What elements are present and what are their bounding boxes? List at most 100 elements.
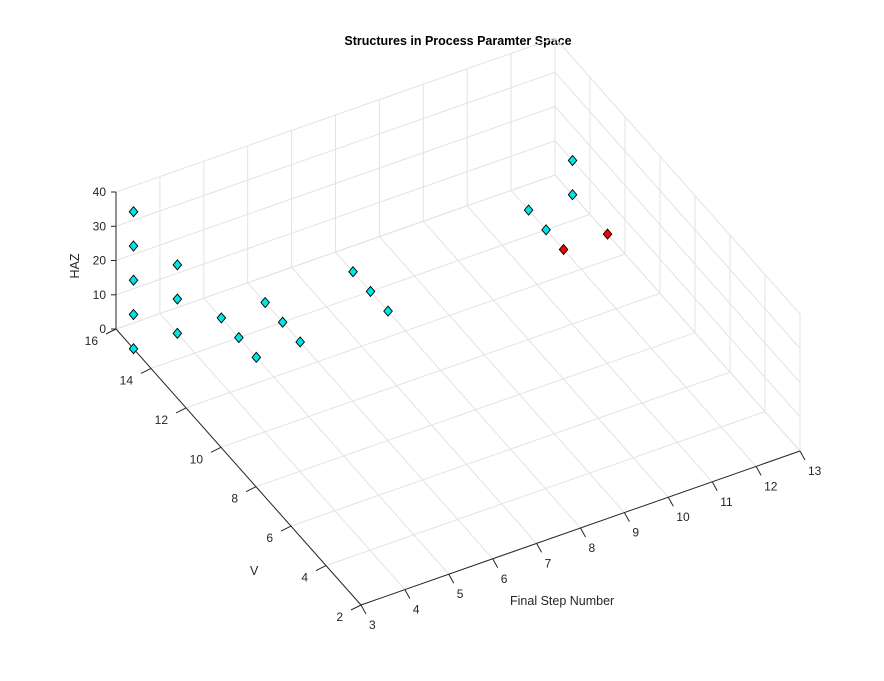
y-tick-mark [280,525,292,532]
x-tick-mark [536,543,543,553]
data-point-marker [558,243,569,256]
floor-grid-line-x [510,190,757,467]
floor-grid-line-y [325,411,766,567]
data-point-marker [602,228,613,240]
x-tick-mark [755,466,762,476]
data-markers [128,154,613,363]
data-point-marker [128,308,139,321]
back-wall-grid-line-z [115,71,556,227]
data-point-marker [172,293,183,305]
x-tick-label: 10 [676,510,690,524]
side-wall-grid-line-z [554,140,801,418]
y-tick-mark [175,407,187,414]
x-tick-mark [711,481,718,492]
y-axis-label: V [250,564,259,578]
y-tick-label: 14 [120,373,134,387]
data-point-marker [277,316,288,328]
data-point-marker [365,285,376,298]
z-axis-label: HAZ [68,253,82,278]
floor-grid-line-x [291,267,537,544]
y-tick-label: 8 [231,492,238,506]
side-wall-grid-line-z [554,106,801,383]
x-tick-label: 12 [764,479,778,493]
y-tick-label: 12 [155,413,169,427]
y-tick-mark [315,565,327,572]
data-point-marker [251,351,262,363]
side-wall-grid-line-z [554,174,801,452]
floor-grid-line-y [255,332,696,488]
floor-grid-line-y [185,253,626,409]
y-tick-mark [140,367,152,374]
back-wall-grid-line-z [115,174,556,330]
x-tick-label: 4 [413,603,420,617]
side-wall-grid-line-z [554,71,801,349]
x-axis-label: Final Step Number [510,594,614,608]
x-tick-mark [492,558,499,569]
data-point-marker [234,331,244,344]
back-wall-grid-line-z [115,37,556,193]
side-wall-grid-line-z [554,37,801,315]
data-point-marker [128,343,139,355]
chart-title: Structures in Process Paramter Space [344,34,571,48]
x-tick-label: 5 [457,587,464,601]
x-tick-mark [667,496,674,507]
data-point-marker [216,312,227,324]
y-tick-label: 10 [190,452,204,466]
floor-grid-line-y [220,292,661,448]
floor-grid-line-x [159,313,406,590]
y-tick-label: 16 [85,334,99,348]
y-tick-mark [105,328,117,335]
data-point-marker [295,336,305,348]
floor-grid-line-x [379,236,625,513]
data-point-marker [383,305,393,317]
floor-grid-line-x [247,282,494,560]
x-tick-mark [404,589,411,599]
data-point-marker [172,259,183,271]
data-point-marker [128,240,139,252]
z-tick-label: 30 [93,219,107,233]
back-wall-grid-line-z [115,106,556,261]
y-tick-mark [350,604,362,611]
x-tick-label: 11 [720,495,733,509]
floor-grid-line-x [335,251,581,529]
grid-lines [115,37,801,606]
y-tick-label: 2 [336,610,343,624]
data-point-marker [260,296,270,309]
y-tick-mark [245,486,257,493]
x-tick-mark [360,604,367,615]
x-tick-label: 13 [808,464,822,478]
tick-labels: 3 4 5 6 7 8 9 10 11 12 13 2 4 6 8 10 12 14 160 10 20 30 40 [85,185,822,632]
x-tick-label: 7 [545,556,552,570]
data-point-marker [567,154,578,167]
x-tick-label: 9 [632,526,639,540]
data-point-marker [541,224,551,236]
x-tick-mark [623,512,630,522]
data-point-marker [128,206,139,218]
x-tick-mark [580,527,586,538]
z-tick-label: 40 [93,185,107,199]
y-axis-line [115,328,362,606]
y-tick-label: 4 [301,571,308,585]
x-tick-mark [448,573,455,584]
z-tick-label: 20 [93,254,107,268]
data-point-marker [348,266,358,278]
x-tick-label: 8 [589,541,596,555]
x-tick-label: 6 [501,572,508,586]
data-point-marker [172,327,183,339]
data-point-marker [128,274,139,286]
data-point-marker [567,189,578,201]
y-tick-mark [210,446,222,453]
data-point-marker [523,204,534,216]
floor-grid-line-y [290,371,731,527]
x-tick-mark [799,450,806,461]
z-tick-label: 10 [93,288,107,302]
x-tick-label: 3 [369,618,376,632]
floor-grid-line-x [422,220,669,498]
z-tick-label: 0 [99,322,106,336]
floor-grid-line-x [203,297,450,575]
axes [105,191,806,615]
back-wall-grid-line-z [115,140,556,296]
floor-grid-line-x [466,205,713,483]
y-tick-label: 6 [266,531,273,545]
